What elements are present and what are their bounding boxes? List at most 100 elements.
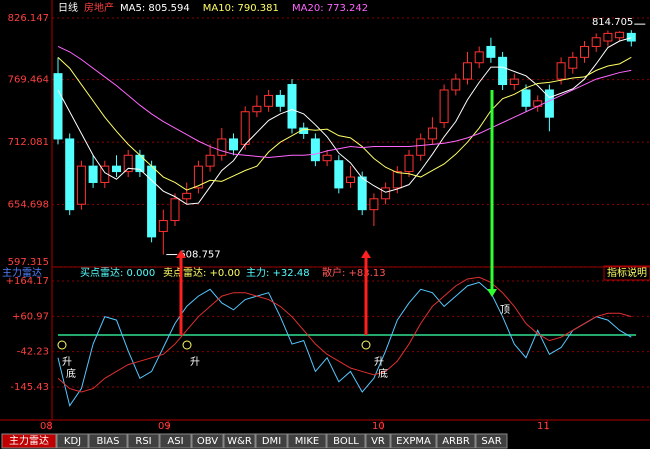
ma-line — [57, 56, 632, 191]
signal-circle — [361, 340, 371, 350]
tab[interactable] — [255, 433, 288, 449]
tab-label[interactable]: EXPMA — [396, 436, 431, 447]
candle-body — [287, 84, 297, 129]
y-tick-label: 769.464 — [8, 75, 49, 86]
tab-label[interactable]: ASI — [167, 436, 183, 447]
x-tick-label: 09 — [158, 421, 171, 432]
help-link[interactable]: 指标说明 — [607, 266, 647, 279]
candle-body — [240, 111, 250, 145]
x-tick-label: 08 — [40, 421, 53, 432]
candle-body — [427, 127, 437, 140]
candle-body — [217, 138, 227, 156]
candle-body — [158, 220, 168, 232]
candle-body — [310, 138, 320, 162]
tab-label[interactable]: MIKE — [295, 436, 319, 447]
candle-body — [463, 62, 472, 80]
tab-label[interactable]: ARBR — [442, 436, 470, 447]
signal-label: 升 — [374, 356, 384, 368]
candle-body — [498, 56, 508, 86]
candle-body — [264, 94, 274, 107]
candle-body — [416, 138, 426, 156]
candle-body — [626, 32, 636, 42]
tab-label[interactable]: RSI — [135, 436, 151, 447]
candle-body — [100, 165, 110, 183]
signal-circle — [182, 340, 192, 350]
candle-body — [509, 78, 519, 86]
candle-body — [275, 94, 285, 107]
candle-body — [568, 56, 578, 69]
candle-body — [229, 138, 238, 151]
tab[interactable] — [365, 433, 391, 449]
indicator-value: 买点雷达: 0.000 — [80, 267, 155, 279]
arrow-head — [487, 289, 497, 297]
stock-name: 房地产 — [84, 1, 114, 14]
candle-body — [439, 89, 449, 124]
candle-body — [76, 165, 86, 205]
help-box[interactable] — [603, 265, 650, 281]
candle-body — [580, 45, 589, 58]
candle-body — [88, 165, 98, 183]
candle-body — [53, 73, 63, 140]
signal-label: 底 — [378, 367, 388, 380]
tab[interactable] — [1, 433, 57, 449]
arrow-head — [176, 250, 186, 258]
candle-body — [123, 154, 133, 173]
candle-body — [346, 176, 355, 183]
tab-label[interactable]: OBV — [197, 436, 218, 447]
candle-body — [357, 176, 367, 211]
y-tick-label: -42.23 — [17, 347, 49, 358]
y-tick-label: +164.17 — [6, 276, 49, 287]
ma-text: MA20: 773.242 — [292, 3, 368, 14]
candle-body — [521, 89, 531, 107]
candle-body — [299, 127, 309, 135]
candle-body — [252, 105, 262, 113]
tab[interactable] — [56, 433, 89, 449]
tab[interactable] — [191, 433, 224, 449]
tab[interactable] — [475, 433, 508, 449]
candle-body — [334, 160, 344, 189]
tab-label[interactable]: VR — [371, 436, 385, 447]
indicator-value: 散户: +83.13 — [322, 266, 386, 279]
tab[interactable] — [88, 433, 128, 449]
y-tick-label: 712.081 — [8, 137, 49, 148]
period: 日线 — [58, 1, 78, 14]
tab[interactable] — [287, 433, 327, 449]
tab[interactable] — [326, 433, 366, 449]
tab[interactable] — [390, 433, 437, 449]
candle-body — [591, 37, 601, 47]
tab[interactable] — [436, 433, 476, 449]
candle-body — [451, 78, 461, 91]
signal-circle — [57, 340, 67, 350]
candle-body — [404, 154, 414, 173]
candle-body — [369, 198, 379, 211]
tab-label[interactable]: DMI — [262, 436, 281, 447]
tab[interactable] — [159, 433, 192, 449]
tab-label[interactable]: W&R — [227, 436, 252, 447]
tab-label[interactable]: 主力雷达 — [9, 434, 49, 447]
tab-label[interactable]: BIAS — [97, 436, 120, 447]
candle-body — [147, 165, 157, 238]
tab-label[interactable]: KDJ — [64, 436, 81, 447]
indicator-line — [57, 276, 632, 393]
y-tick-label: 654.698 — [8, 200, 49, 211]
candle-body — [205, 154, 215, 167]
candle-body — [322, 154, 332, 162]
candle-body — [556, 62, 566, 80]
candle-body — [474, 51, 484, 64]
candle-body — [603, 32, 613, 42]
tab-label[interactable]: SAR — [481, 436, 501, 447]
low-annotation: 608.757 — [179, 250, 220, 261]
tab[interactable] — [223, 433, 256, 449]
tab[interactable] — [127, 433, 160, 449]
tab-label[interactable]: BOLL — [333, 436, 359, 447]
candle-body — [381, 187, 391, 200]
ma-line — [57, 45, 632, 158]
high-annotation: 814.705 — [592, 17, 633, 28]
y-tick-label: 826.147 — [8, 13, 49, 24]
ma-text: MA10: 790.381 — [203, 3, 279, 14]
candle-body — [544, 89, 554, 118]
candle-body — [112, 165, 121, 173]
candle-body — [615, 31, 625, 39]
candle-body — [182, 192, 192, 200]
